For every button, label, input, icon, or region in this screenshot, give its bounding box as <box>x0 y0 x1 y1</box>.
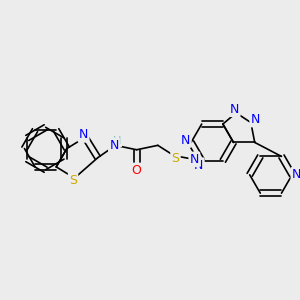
Text: N: N <box>250 113 260 126</box>
Text: S: S <box>69 174 77 187</box>
Text: N: N <box>181 134 190 146</box>
Text: N: N <box>194 159 203 172</box>
Text: N: N <box>109 139 119 152</box>
Text: O: O <box>132 164 142 177</box>
Text: N: N <box>79 128 88 142</box>
Text: N: N <box>190 153 199 166</box>
Text: S: S <box>172 152 179 164</box>
Text: H: H <box>113 136 121 146</box>
Text: N: N <box>230 103 239 116</box>
Text: N: N <box>292 168 300 181</box>
